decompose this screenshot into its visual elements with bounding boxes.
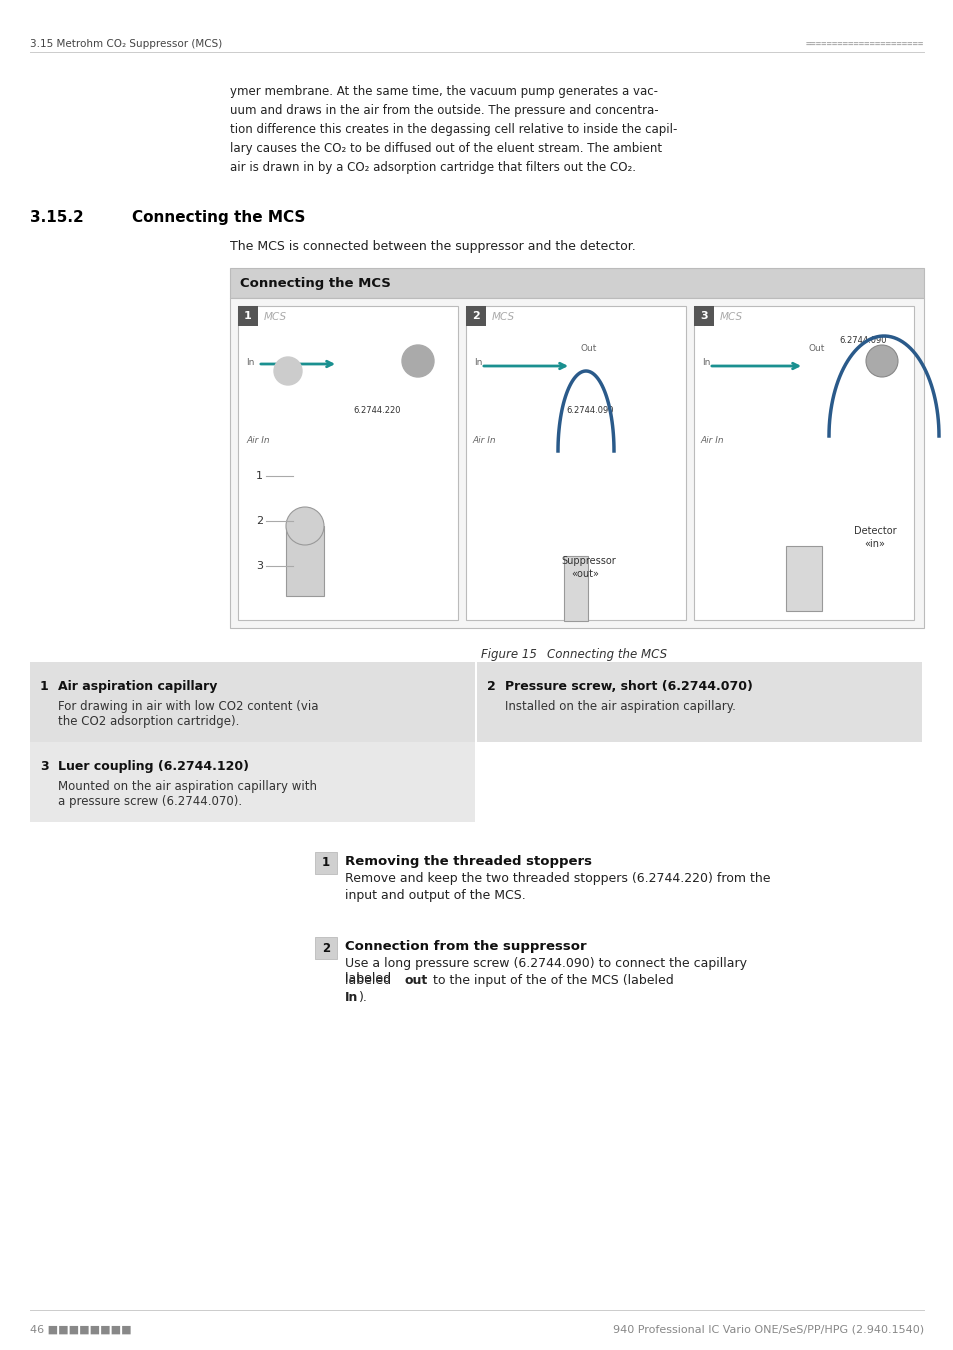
Circle shape [286, 508, 324, 545]
Text: Out: Out [808, 344, 824, 352]
Text: Air In: Air In [246, 436, 270, 446]
Text: 2: 2 [255, 516, 263, 526]
Bar [693, 306, 913, 620]
Text: Air aspiration capillary: Air aspiration capillary [58, 680, 217, 693]
Text: Luer coupling (6.2744.120): Luer coupling (6.2744.120) [58, 760, 249, 774]
Text: MCS: MCS [720, 312, 742, 323]
Text: Detector: Detector [853, 526, 896, 536]
Text: 3: 3 [700, 310, 707, 321]
Text: a pressure screw (6.2744.070).: a pressure screw (6.2744.070). [58, 795, 242, 809]
Text: Remove and keep the two threaded stoppers (6.2744.220) from the: Remove and keep the two threaded stopper… [345, 872, 770, 886]
Text: 3: 3 [40, 760, 49, 774]
Text: In: In [345, 991, 358, 1004]
Text: ======================: ====================== [805, 39, 923, 49]
Bar [237, 306, 257, 325]
Text: 3.15.2: 3.15.2 [30, 211, 84, 225]
Text: ).: ). [358, 991, 368, 1004]
Text: 6.2744.220: 6.2744.220 [353, 406, 400, 414]
Text: In: In [701, 358, 710, 367]
Text: 1: 1 [255, 471, 263, 481]
Bar [465, 306, 485, 325]
Bar [476, 662, 921, 743]
Text: Out: Out [413, 348, 429, 356]
Text: For drawing in air with low CO2 content (via: For drawing in air with low CO2 content … [58, 701, 318, 713]
Text: uum and draws in the air from the outside. The pressure and concentra-: uum and draws in the air from the outsid… [230, 104, 658, 117]
Circle shape [274, 356, 302, 385]
Bar [314, 852, 336, 873]
Text: tion difference this creates in the degassing cell relative to inside the capil-: tion difference this creates in the dega… [230, 123, 677, 136]
Text: 6.2744.090: 6.2744.090 [838, 336, 885, 346]
Text: Pressure screw, short (6.2744.070): Pressure screw, short (6.2744.070) [504, 680, 752, 693]
Bar [230, 298, 923, 628]
Text: ymer membrane. At the same time, the vacuum pump generates a vac-: ymer membrane. At the same time, the vac… [230, 85, 658, 99]
Bar [563, 556, 587, 621]
Bar [30, 743, 475, 822]
Bar [693, 306, 713, 325]
Text: MCS: MCS [492, 312, 515, 323]
Bar [785, 545, 821, 612]
Circle shape [865, 346, 897, 377]
Circle shape [401, 346, 434, 377]
Text: input and output of the MCS.: input and output of the MCS. [345, 890, 525, 902]
Text: 3.15 Metrohm CO₂ Suppressor (MCS): 3.15 Metrohm CO₂ Suppressor (MCS) [30, 39, 222, 49]
Text: Air In: Air In [472, 436, 496, 446]
Text: Connection from the suppressor: Connection from the suppressor [345, 940, 586, 953]
Text: Suppressor: Suppressor [560, 556, 615, 566]
Text: Air In: Air In [700, 436, 723, 446]
Text: Connecting the MCS: Connecting the MCS [132, 211, 305, 225]
Text: In: In [474, 358, 482, 367]
Text: Figure 15: Figure 15 [480, 648, 537, 662]
Text: air is drawn in by a CO₂ adsorption cartridge that filters out the CO₂.: air is drawn in by a CO₂ adsorption cart… [230, 161, 636, 174]
Bar [465, 306, 685, 620]
Text: «out»: «out» [571, 568, 598, 579]
Text: 1: 1 [244, 310, 252, 321]
Text: 3: 3 [255, 562, 263, 571]
Bar [230, 269, 923, 298]
Text: In: In [246, 358, 254, 367]
Text: Connecting the MCS: Connecting the MCS [240, 277, 391, 289]
Text: «in»: «in» [863, 539, 884, 549]
Text: the CO2 adsorption cartridge).: the CO2 adsorption cartridge). [58, 716, 239, 728]
Text: 1: 1 [40, 680, 49, 693]
Text: 2: 2 [472, 310, 479, 321]
Bar [314, 937, 336, 958]
Text: 1: 1 [321, 856, 330, 869]
Text: Use a long pressure screw (6.2744.090) to connect the capillary
labeled: Use a long pressure screw (6.2744.090) t… [345, 957, 746, 986]
Text: Removing the threaded stoppers: Removing the threaded stoppers [345, 855, 592, 868]
Text: MCS: MCS [264, 312, 287, 323]
Text: to the input of the of the MCS (labeled: to the input of the of the MCS (labeled [429, 973, 677, 987]
Text: The MCS is connected between the suppressor and the detector.: The MCS is connected between the suppres… [230, 240, 635, 252]
Text: Connecting the MCS: Connecting the MCS [546, 648, 666, 662]
Text: Mounted on the air aspiration capillary with: Mounted on the air aspiration capillary … [58, 780, 316, 792]
Text: Out: Out [580, 344, 597, 352]
Text: 2: 2 [321, 941, 330, 954]
Text: lary causes the CO₂ to be diffused out of the eluent stream. The ambient: lary causes the CO₂ to be diffused out o… [230, 142, 661, 155]
Text: Installed on the air aspiration capillary.: Installed on the air aspiration capillar… [504, 701, 735, 713]
Bar [286, 526, 324, 595]
Text: 2: 2 [486, 680, 496, 693]
Text: 46 ■■■■■■■■: 46 ■■■■■■■■ [30, 1324, 132, 1335]
Text: out: out [405, 973, 428, 987]
Bar [237, 306, 457, 620]
Text: 6.2744.090: 6.2744.090 [565, 406, 613, 414]
Bar [30, 662, 475, 743]
Text: labeled: labeled [345, 973, 395, 987]
Text: 940 Professional IC Vario ONE/SeS/PP/HPG (2.940.1540): 940 Professional IC Vario ONE/SeS/PP/HPG… [612, 1324, 923, 1335]
